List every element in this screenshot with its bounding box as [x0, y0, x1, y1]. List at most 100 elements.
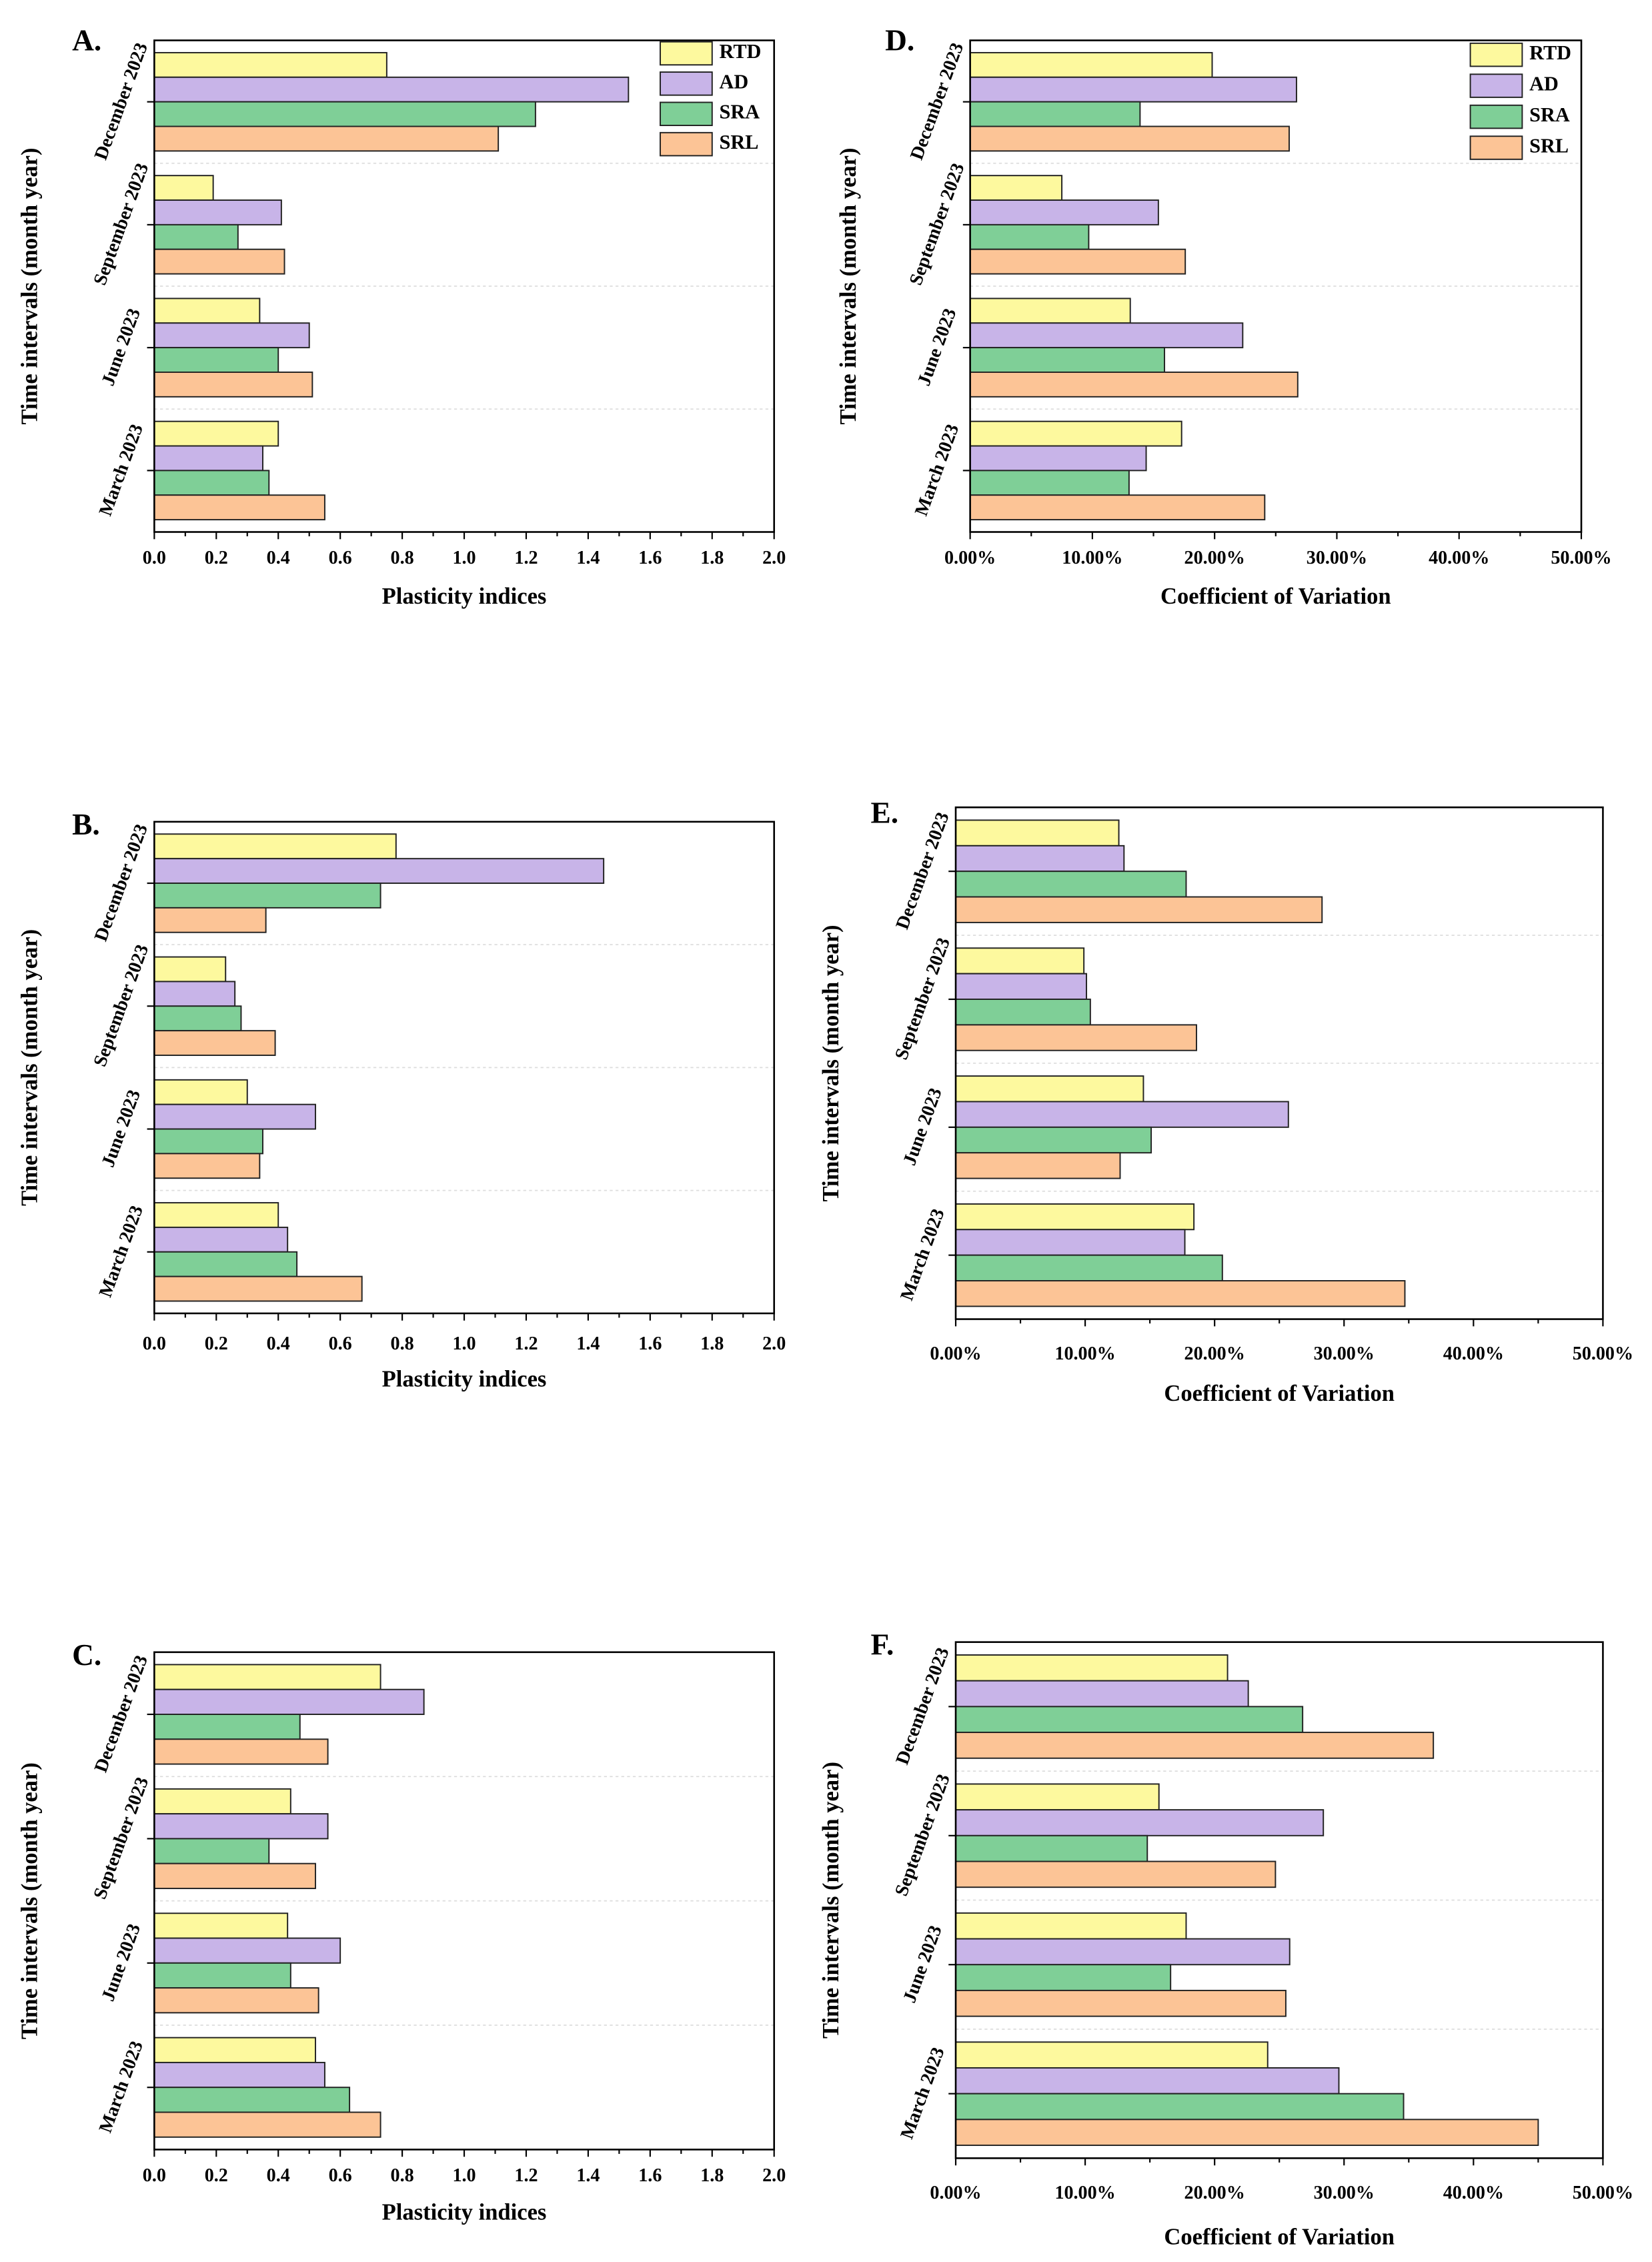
bar [153, 1688, 425, 1715]
bar [955, 1706, 1304, 1734]
x-tick-label: 0.2 [205, 548, 228, 568]
bar [153, 2061, 325, 2089]
category-label: March 2023 [911, 422, 963, 519]
x-tick-label: 0.8 [391, 548, 414, 568]
bar [955, 1654, 1228, 1682]
x-tick-label: 0.4 [267, 1333, 290, 1354]
x-tick-label: 0.0 [143, 1333, 166, 1354]
bar [153, 199, 282, 225]
bar [955, 1809, 1325, 1836]
plot-frame [954, 806, 1604, 1320]
x-tick-label: 0.8 [391, 2165, 414, 2186]
bar [153, 1079, 248, 1105]
bar [153, 1103, 316, 1130]
category-label: September 2023 [891, 1772, 954, 1899]
bar [955, 1732, 1435, 1759]
x-tick-label: 1.2 [514, 1333, 538, 1354]
x-tick-label: 1.8 [700, 1333, 724, 1354]
plot-frame [153, 39, 775, 533]
panel-label: E. [870, 796, 898, 830]
bar [955, 1024, 1197, 1051]
bar [955, 1254, 1223, 1281]
category-label: December 2023 [892, 1645, 953, 1768]
bar [969, 199, 1159, 225]
bar [153, 1813, 329, 1840]
x-tick-label: 1.2 [514, 2165, 538, 2186]
bar [955, 1126, 1152, 1154]
bar [153, 1226, 289, 1253]
y-axis-title: Time intervals (month year) [17, 929, 43, 1206]
bar [153, 1153, 261, 1179]
bar [969, 494, 1266, 521]
bar [969, 445, 1147, 472]
panel-label: A. [72, 23, 101, 57]
x-tick-label: 20.00% [1184, 548, 1245, 568]
category-label: June 2023 [899, 1922, 946, 2005]
bar [153, 1714, 301, 1740]
category-label: June 2023 [98, 306, 145, 388]
x-tick-label: 1.6 [638, 1333, 662, 1354]
category-label: March 2023 [896, 2045, 948, 2142]
bar [955, 1152, 1121, 1179]
x-tick-label: 30.00% [1314, 1343, 1375, 1364]
bar [153, 1128, 263, 1155]
y-axis-title: Time intervals (month year) [818, 925, 844, 1201]
bar [969, 101, 1141, 127]
category-label: June 2023 [98, 1921, 145, 2004]
x-axis-title: Plasticity indices [382, 2200, 547, 2225]
x-axis-title: Coefficient of Variation [1164, 2224, 1395, 2249]
x-tick-label: 0.0 [143, 548, 166, 568]
panel-label: C. [72, 1638, 101, 1672]
bar [153, 1275, 363, 1302]
bar [153, 1912, 289, 1939]
bar [955, 1834, 1148, 1862]
x-tick-label: 1.4 [576, 548, 600, 568]
bar [969, 125, 1290, 152]
bar [153, 1664, 381, 1690]
x-tick-label: 10.00% [1054, 2183, 1115, 2203]
legend-swatch [659, 101, 713, 127]
category-label: June 2023 [98, 1087, 145, 1170]
y-axis-title: Time intervals (month year) [818, 1762, 844, 2039]
legend-label: SRA [1529, 103, 1570, 126]
category-label: March 2023 [95, 2039, 147, 2136]
category-label: December 2023 [906, 40, 968, 163]
bar [153, 1937, 341, 1964]
x-tick-label: 10.00% [1062, 548, 1122, 568]
x-tick-label: 1.0 [452, 1333, 476, 1354]
bar [153, 372, 313, 398]
legend-label: SRL [1529, 134, 1569, 157]
x-tick-label: 1.6 [638, 2165, 662, 2186]
x-tick-label: 30.00% [1314, 2183, 1375, 2203]
category-label: June 2023 [914, 306, 960, 388]
x-tick-label: 30.00% [1307, 548, 1367, 568]
panel-label: D. [885, 23, 914, 57]
bar [153, 2037, 316, 2063]
bar [955, 1860, 1277, 1888]
bar [153, 1202, 279, 1228]
legend-label: SRL [720, 131, 759, 153]
bar [153, 2111, 381, 2138]
bar [153, 298, 261, 324]
bar [955, 896, 1323, 923]
x-tick-label: 50.00% [1551, 548, 1611, 568]
bar [153, 907, 267, 933]
bar [153, 1862, 316, 1889]
bar [969, 372, 1299, 398]
x-tick-label: 40.00% [1443, 1343, 1504, 1364]
x-tick-label: 0.00% [930, 1343, 981, 1364]
x-axis-title: Plasticity indices [382, 584, 547, 609]
legend-swatch [1469, 73, 1523, 98]
y-axis-title: Time intervals (month year) [17, 1762, 43, 2039]
x-tick-label: 0.0 [143, 2165, 166, 2186]
bar [153, 494, 325, 521]
x-tick-label: 0.8 [391, 1333, 414, 1354]
category-label: March 2023 [95, 1203, 147, 1300]
bar [955, 1280, 1406, 1307]
bar [153, 76, 630, 103]
bar [153, 1030, 276, 1056]
x-tick-label: 40.00% [1443, 2183, 1504, 2203]
bar [153, 981, 236, 1007]
y-axis-title: Time intervals (month year) [17, 148, 43, 425]
bar [153, 1738, 329, 1765]
